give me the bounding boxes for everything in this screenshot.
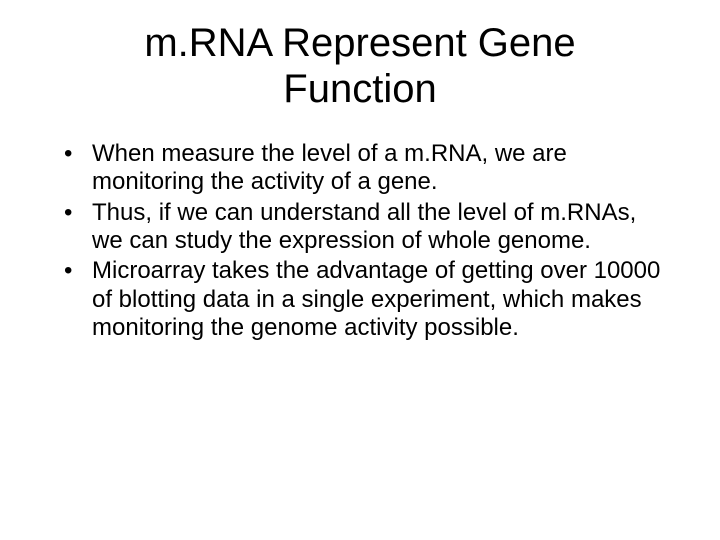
- bullet-item: Thus, if we can understand all the level…: [58, 199, 670, 256]
- bullet-item: Microarray takes the advantage of gettin…: [58, 257, 670, 342]
- bullet-list: When measure the level of a m.RNA, we ar…: [50, 140, 670, 342]
- slide-container: m.RNA Represent Gene Function When measu…: [0, 0, 720, 540]
- slide-title: m.RNA Represent Gene Function: [50, 20, 670, 112]
- bullet-item: When measure the level of a m.RNA, we ar…: [58, 140, 670, 197]
